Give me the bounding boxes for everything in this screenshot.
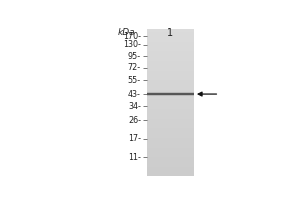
Text: 43-: 43- xyxy=(128,90,141,99)
Text: 17-: 17- xyxy=(128,134,141,143)
Text: 26-: 26- xyxy=(128,116,141,125)
Text: 11-: 11- xyxy=(128,153,141,162)
Text: 170-: 170- xyxy=(123,32,141,41)
Text: 130-: 130- xyxy=(123,40,141,49)
Text: 34-: 34- xyxy=(128,102,141,111)
Text: kDa: kDa xyxy=(118,28,135,37)
Text: 72-: 72- xyxy=(128,63,141,72)
Text: 55-: 55- xyxy=(128,76,141,85)
Text: 95-: 95- xyxy=(128,52,141,61)
Text: 1: 1 xyxy=(167,28,173,38)
